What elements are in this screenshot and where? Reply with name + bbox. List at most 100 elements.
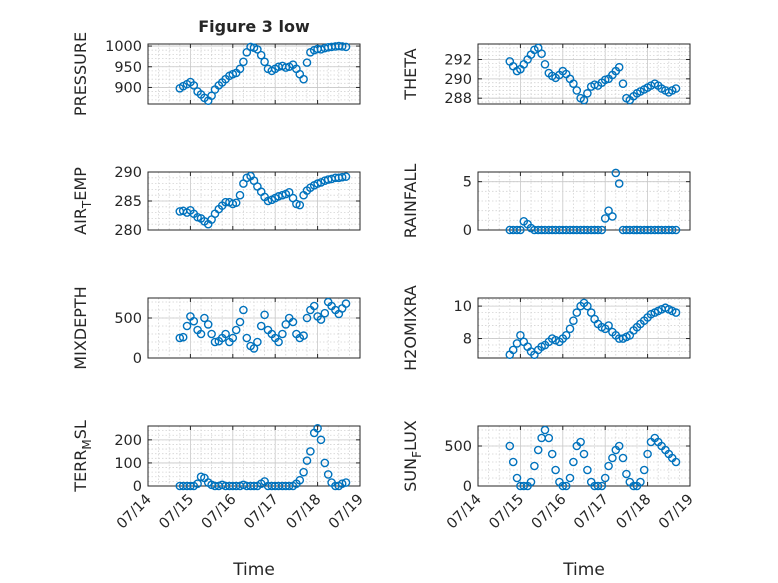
sun-flux-data-point bbox=[618, 453, 628, 463]
pressure-data-point bbox=[260, 57, 269, 67]
theta-data-point bbox=[614, 62, 624, 72]
rainfall-y-tick-label: 0 bbox=[463, 223, 472, 239]
pressure-data-point bbox=[253, 45, 262, 54]
sun-flux-data-point bbox=[639, 465, 649, 475]
mixdepth-data-point bbox=[256, 321, 266, 331]
mixdepth-y-axis-label: MIXDEPTH bbox=[71, 286, 90, 369]
mixdepth-axes-box bbox=[147, 297, 361, 359]
pressure-data-point bbox=[281, 63, 291, 72]
sun-flux-x-axis-label: Time bbox=[562, 560, 605, 580]
rainfall-y-tick-label: 5 bbox=[463, 175, 472, 191]
pressure-data-point bbox=[239, 57, 248, 67]
subplot-air-temp: 280 285 290 AIRTEMP bbox=[71, 165, 361, 239]
rainfall-data-point bbox=[604, 206, 613, 215]
theta-data-point bbox=[671, 84, 681, 93]
mixdepth-data-point bbox=[320, 308, 330, 318]
theta-y-tick-label: 290 bbox=[444, 72, 472, 88]
theta-y-tick-label: 288 bbox=[444, 91, 472, 107]
theta-y-tick-label: 292 bbox=[444, 52, 472, 68]
sun-flux-data-point bbox=[604, 461, 613, 471]
pressure-data-point bbox=[302, 58, 312, 67]
mixdepth-data-point bbox=[260, 310, 269, 320]
terr-msl-x-axis-label: Time bbox=[232, 560, 275, 580]
mixdepth-data-point bbox=[221, 329, 230, 339]
terr-msl-data-point bbox=[316, 435, 326, 445]
mixdepth-data-point bbox=[341, 299, 351, 308]
pressure-data-point bbox=[299, 74, 308, 84]
rainfall-data-point bbox=[593, 225, 603, 235]
sun-flux-data-point bbox=[565, 473, 575, 483]
sun-flux-data-point bbox=[597, 481, 607, 491]
h2omixra-data-point bbox=[583, 301, 592, 311]
h2omixra-data-point bbox=[671, 308, 681, 317]
mixdepth-data-point bbox=[200, 313, 209, 323]
mixdepth-data-point bbox=[274, 337, 283, 347]
mixdepth-data-point bbox=[235, 317, 245, 327]
sun-flux-data-point bbox=[526, 477, 536, 487]
h2omixra-data-point bbox=[586, 308, 596, 317]
air-temp-data-point bbox=[263, 196, 273, 206]
subplot-h2omixra: 8 10 H2OMIXRA bbox=[401, 285, 691, 371]
pressure-data-point bbox=[256, 50, 266, 60]
terr-msl-data-point bbox=[323, 470, 333, 479]
h2omixra-data-point bbox=[565, 324, 575, 334]
sun-flux-data-point bbox=[614, 441, 624, 451]
subplot-rainfall: 0 5 RAINFALL bbox=[401, 164, 691, 239]
air-temp-data-point bbox=[284, 187, 294, 197]
terr-msl-data-point bbox=[299, 467, 308, 477]
h2omixra-data-point bbox=[508, 345, 518, 355]
h2omixra-y-axis-label: H2OMIXRA bbox=[401, 285, 420, 371]
sun-flux-data-point bbox=[547, 449, 557, 459]
sun-flux-data-point bbox=[533, 445, 543, 455]
sun-flux-data-point bbox=[622, 469, 631, 479]
rainfall-data-point bbox=[614, 179, 624, 188]
theta-data-point bbox=[579, 95, 589, 105]
theta-data-point bbox=[569, 79, 578, 88]
rainfall-data-point bbox=[597, 225, 607, 235]
theta-data-point bbox=[540, 60, 550, 69]
terr-msl-y-tick-label: 200 bbox=[114, 433, 142, 449]
h2omixra-data-point bbox=[561, 330, 571, 340]
theta-data-point bbox=[618, 79, 628, 88]
theta-data-point bbox=[572, 86, 582, 95]
sun-flux-data-point bbox=[519, 481, 529, 491]
sun-flux-data-point bbox=[505, 441, 515, 451]
sun-flux-data-point bbox=[558, 481, 568, 491]
air-temp-y-tick-label: 285 bbox=[114, 194, 142, 210]
air-temp-y-tick-label: 290 bbox=[114, 165, 142, 181]
terr-msl-data-point bbox=[295, 475, 305, 485]
terr-msl-data-point bbox=[313, 424, 322, 433]
sun-flux-y-tick-label: 0 bbox=[463, 479, 472, 495]
sun-flux-data-point bbox=[569, 457, 578, 467]
mixdepth-data-point bbox=[189, 316, 199, 326]
h2omixra-y-tick-label: 8 bbox=[463, 332, 472, 348]
mixdepth-data-point bbox=[278, 329, 287, 339]
terr-msl-y-tick-label: 0 bbox=[133, 479, 142, 495]
sun-flux-data-point bbox=[508, 457, 518, 467]
mixdepth-y-tick-label: 500 bbox=[114, 311, 142, 327]
rainfall-data-point bbox=[611, 168, 621, 178]
subplot-theta: 288 290 292 THETA bbox=[401, 43, 691, 107]
air-temp-data-point bbox=[295, 200, 305, 210]
rainfall-data-point bbox=[667, 225, 677, 235]
mixdepth-data-point bbox=[288, 317, 298, 327]
rainfall-data-point bbox=[516, 225, 525, 235]
pressure-data-point bbox=[189, 81, 199, 90]
terr-msl-data-point bbox=[193, 479, 202, 488]
sun-flux-y-tick-label: 500 bbox=[444, 439, 472, 455]
subplot-mixdepth: 0 500 MIXDEPTH bbox=[71, 286, 361, 370]
air-temp-data-point bbox=[231, 198, 241, 208]
air-temp-data-point bbox=[337, 172, 347, 182]
mixdepth-data-point bbox=[182, 321, 192, 331]
h2omixra-data-point bbox=[516, 330, 525, 340]
theta-data-point bbox=[537, 49, 546, 58]
mixdepth-data-point bbox=[196, 329, 206, 339]
h2omixra-data-point bbox=[604, 321, 613, 330]
theta-data-point bbox=[583, 89, 592, 98]
mixdepth-data-point bbox=[302, 313, 312, 323]
mixdepth-data-point bbox=[210, 337, 220, 347]
mixdepth-data-point bbox=[203, 320, 213, 329]
air-temp-data-point bbox=[341, 172, 351, 181]
sun-flux-data-point bbox=[629, 481, 638, 491]
pressure-data-point bbox=[341, 42, 351, 52]
